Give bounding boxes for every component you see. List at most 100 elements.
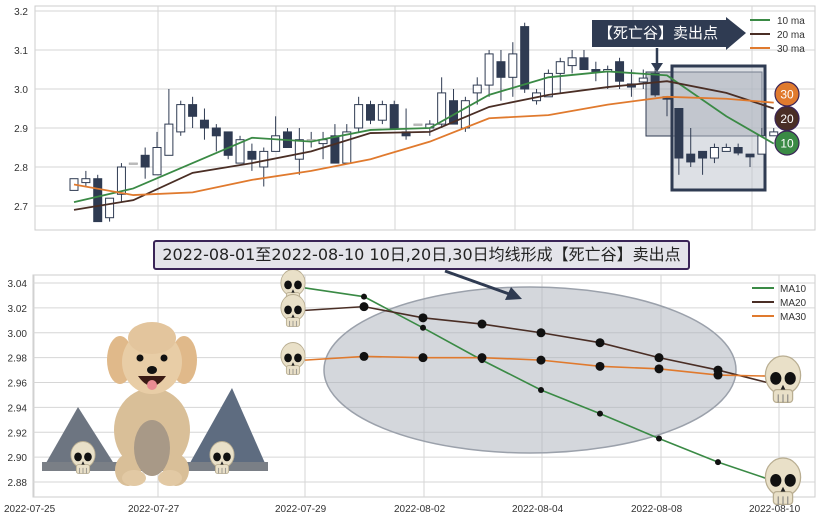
- bottom-x-tick-label: 2022-08-10: [749, 504, 801, 515]
- candle: [674, 108, 684, 159]
- bottom-point-MA20: [595, 338, 605, 348]
- bottom-point-MA30: [477, 353, 487, 363]
- bottom-point-MA20: [359, 302, 369, 312]
- pointer-arrow-icon: [444, 269, 513, 297]
- top-ma-line-10ma: [73, 70, 775, 203]
- candle: [413, 123, 423, 126]
- bottom-point-MA20: [418, 313, 428, 323]
- candle: [354, 104, 364, 129]
- candle: [721, 147, 731, 152]
- candle: [93, 178, 103, 223]
- candle: [733, 147, 743, 154]
- highlight-ellipse: [323, 286, 737, 454]
- candle: [437, 92, 447, 125]
- candle: [152, 147, 162, 176]
- bottom-point-MA30: [595, 361, 605, 371]
- bottom-point-MA10: [715, 459, 721, 466]
- candle: [188, 104, 198, 117]
- bottom-y-tick-label: 3.00: [8, 329, 28, 340]
- bottom-y-tick-label: 3.02: [8, 304, 28, 315]
- candle: [698, 150, 708, 159]
- candle: [638, 77, 648, 83]
- candle: [591, 69, 601, 72]
- bottom-point-MA20: [477, 319, 487, 329]
- bottom-legend-label: MA20: [780, 298, 807, 309]
- bottom-point-MA30: [654, 364, 664, 374]
- candle: [377, 104, 387, 121]
- candle: [235, 139, 245, 164]
- candle: [247, 150, 257, 160]
- candle: [709, 147, 719, 159]
- candle: [105, 197, 115, 219]
- bottom-x-tick-label: 2022-07-29: [275, 504, 327, 515]
- bottom-point-MA10: [656, 435, 662, 442]
- top-y-tick-label: 2.9: [14, 124, 28, 135]
- bottom-point-MA20: [654, 353, 664, 363]
- candle: [508, 53, 518, 78]
- candle: [116, 166, 126, 195]
- down-arrow-head-icon: [651, 63, 663, 72]
- title-banner-text: 2022-08-01至2022-08-10 10日,20日,30日均线形成【死亡…: [162, 245, 681, 264]
- candle: [199, 119, 209, 129]
- candle: [520, 26, 530, 90]
- top-y-tick-label: 3.1: [14, 46, 28, 57]
- ma-badge-label: 30: [780, 88, 794, 102]
- mountain-left: [42, 407, 118, 470]
- bottom-legend-label: MA10: [780, 284, 807, 295]
- bottom-x-tick-label: 2022-07-27: [128, 504, 180, 515]
- bottom-y-tick-label: 2.98: [8, 354, 28, 365]
- bottom-y-tick-label: 3.04: [8, 279, 28, 290]
- candle: [330, 135, 340, 164]
- top-legend-label: 30 ma: [777, 44, 805, 55]
- candle: [223, 131, 233, 156]
- bottom-y-tick-label: 2.96: [8, 379, 28, 390]
- bottom-y-tick-label: 2.90: [8, 453, 28, 464]
- top-ma-line-20ma: [73, 80, 775, 211]
- callout-arrow-head-icon: [726, 17, 746, 50]
- top-y-tick-label: 2.7: [14, 202, 28, 213]
- top-ma-line-30ma: [73, 95, 774, 196]
- bottom-y-tick-label: 2.88: [8, 478, 28, 489]
- candle: [294, 139, 304, 160]
- top-legend-label: 10 ma: [777, 16, 805, 27]
- ma-badge-10: [774, 130, 800, 156]
- ma-badge-label: 20: [780, 112, 794, 126]
- poodle-icon: [107, 322, 197, 486]
- title-banner: 2022-08-01至2022-08-10 10日,20日,30日均线形成【死亡…: [153, 240, 690, 270]
- candle: [271, 135, 281, 152]
- candle: [176, 104, 186, 133]
- bottom-x-tick-label: 2022-08-02: [394, 504, 446, 515]
- bottom-point-MA30: [359, 351, 369, 361]
- candle: [555, 61, 565, 74]
- candle: [164, 123, 174, 156]
- bottom-point-MA30: [713, 370, 723, 380]
- bottom-point-MA20: [536, 328, 546, 338]
- top-legend-label: 20 ma: [777, 30, 805, 41]
- top-y-tick-label: 3.0: [14, 85, 28, 96]
- candle: [211, 127, 221, 137]
- bottom-x-tick-label: 2022-07-25: [4, 504, 56, 515]
- top-y-tick-label: 3.2: [14, 7, 28, 18]
- candle: [259, 150, 269, 168]
- candle: [496, 61, 506, 78]
- bottom-x-tick-label: 2022-08-04: [512, 504, 564, 515]
- bottom-x-tick-label: 2022-08-08: [631, 504, 683, 515]
- top-y-tick-label: 2.8: [14, 163, 28, 174]
- candle: [484, 53, 494, 86]
- illustration: [42, 322, 268, 486]
- candle: [543, 72, 553, 98]
- annotation-box-bold: [670, 64, 767, 192]
- bottom-y-tick-label: 2.94: [8, 403, 28, 414]
- pointer-arrow-head-icon: [505, 287, 522, 300]
- candle: [769, 131, 779, 137]
- candle: [472, 84, 482, 94]
- bottom-point-MA10: [597, 410, 603, 417]
- bottom-legend-label: MA30: [780, 312, 807, 323]
- candle: [140, 154, 150, 168]
- ma-badge-label: 10: [780, 137, 794, 151]
- candle: [579, 57, 589, 70]
- candle: [366, 104, 375, 121]
- bottom-point-MA10: [420, 324, 426, 331]
- candle: [567, 57, 577, 67]
- callout-text: 【死亡谷】卖出点: [598, 24, 719, 42]
